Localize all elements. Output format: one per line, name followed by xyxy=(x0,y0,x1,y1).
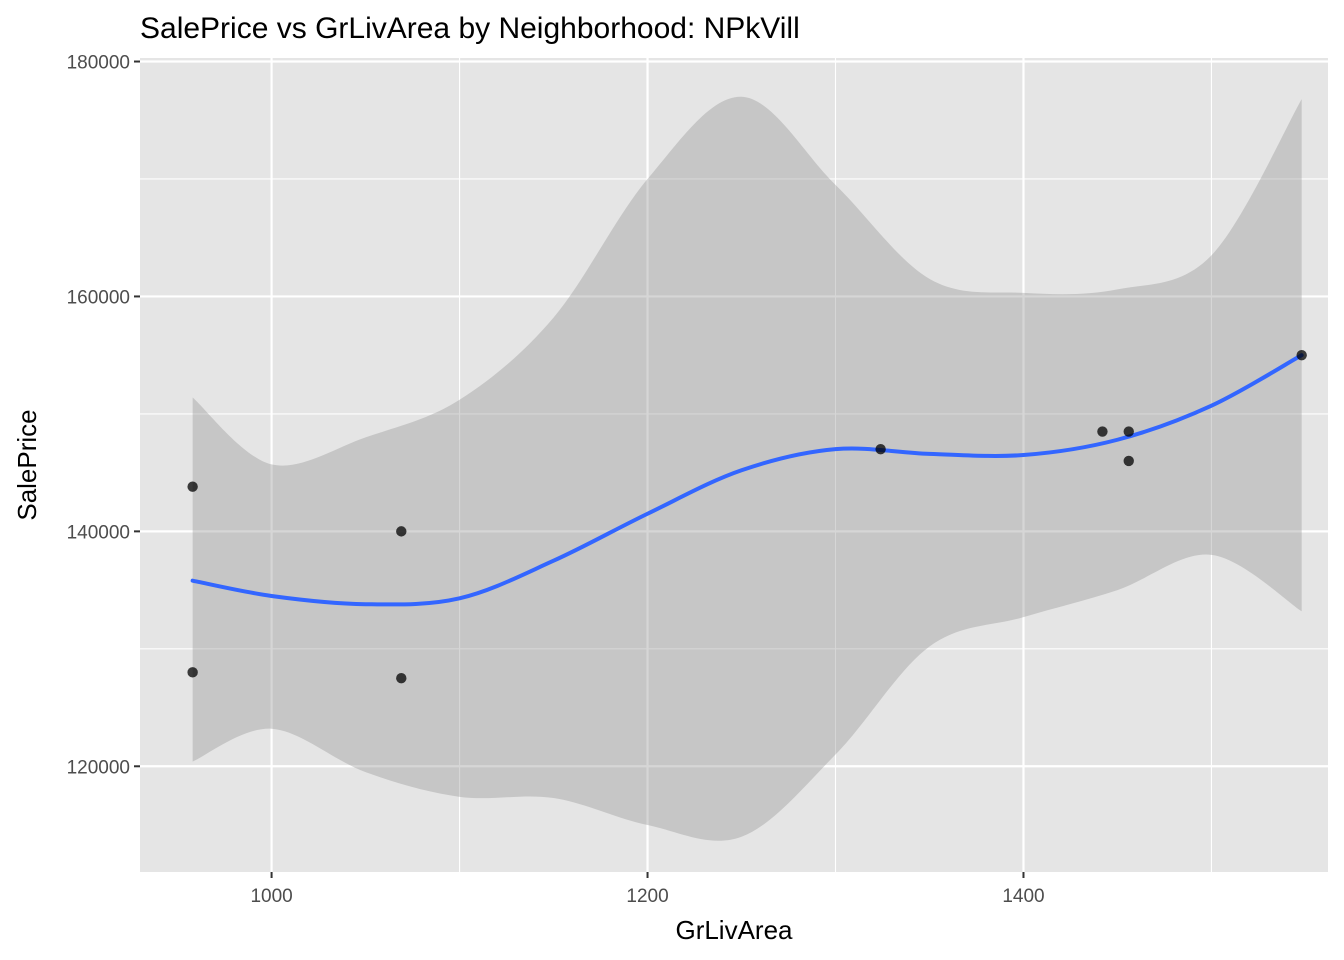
y-tick-label: 180000 xyxy=(67,53,130,74)
data-point xyxy=(1123,455,1134,467)
x-axis-title: GrLivArea xyxy=(675,915,793,945)
y-axis: 120000 140000 160000 180000 xyxy=(67,53,140,778)
data-point xyxy=(187,481,198,492)
data-point xyxy=(1123,426,1134,437)
chart-title: SalePrice vs GrLivArea by Neighborhood: … xyxy=(140,12,800,45)
data-point xyxy=(1097,426,1108,437)
data-point xyxy=(396,672,407,684)
x-tick-label: 1200 xyxy=(626,886,668,907)
y-axis-title: SalePrice xyxy=(12,409,42,520)
x-tick-label: 1000 xyxy=(250,886,292,907)
loess-trend-line xyxy=(190,353,1304,607)
data-point xyxy=(1296,349,1307,361)
trend-line-layer xyxy=(190,353,1304,607)
x-axis: 1000 1200 1400 xyxy=(250,872,1045,907)
grid xyxy=(140,58,1328,872)
y-tick-label: 120000 xyxy=(67,757,130,778)
x-tick-label: 1400 xyxy=(1002,886,1044,907)
y-tick-label: 140000 xyxy=(67,522,130,543)
y-tick-label: 160000 xyxy=(67,287,130,308)
data-point xyxy=(187,667,198,678)
data-point xyxy=(875,443,886,455)
data-point xyxy=(396,526,407,537)
points-layer xyxy=(187,349,1307,684)
